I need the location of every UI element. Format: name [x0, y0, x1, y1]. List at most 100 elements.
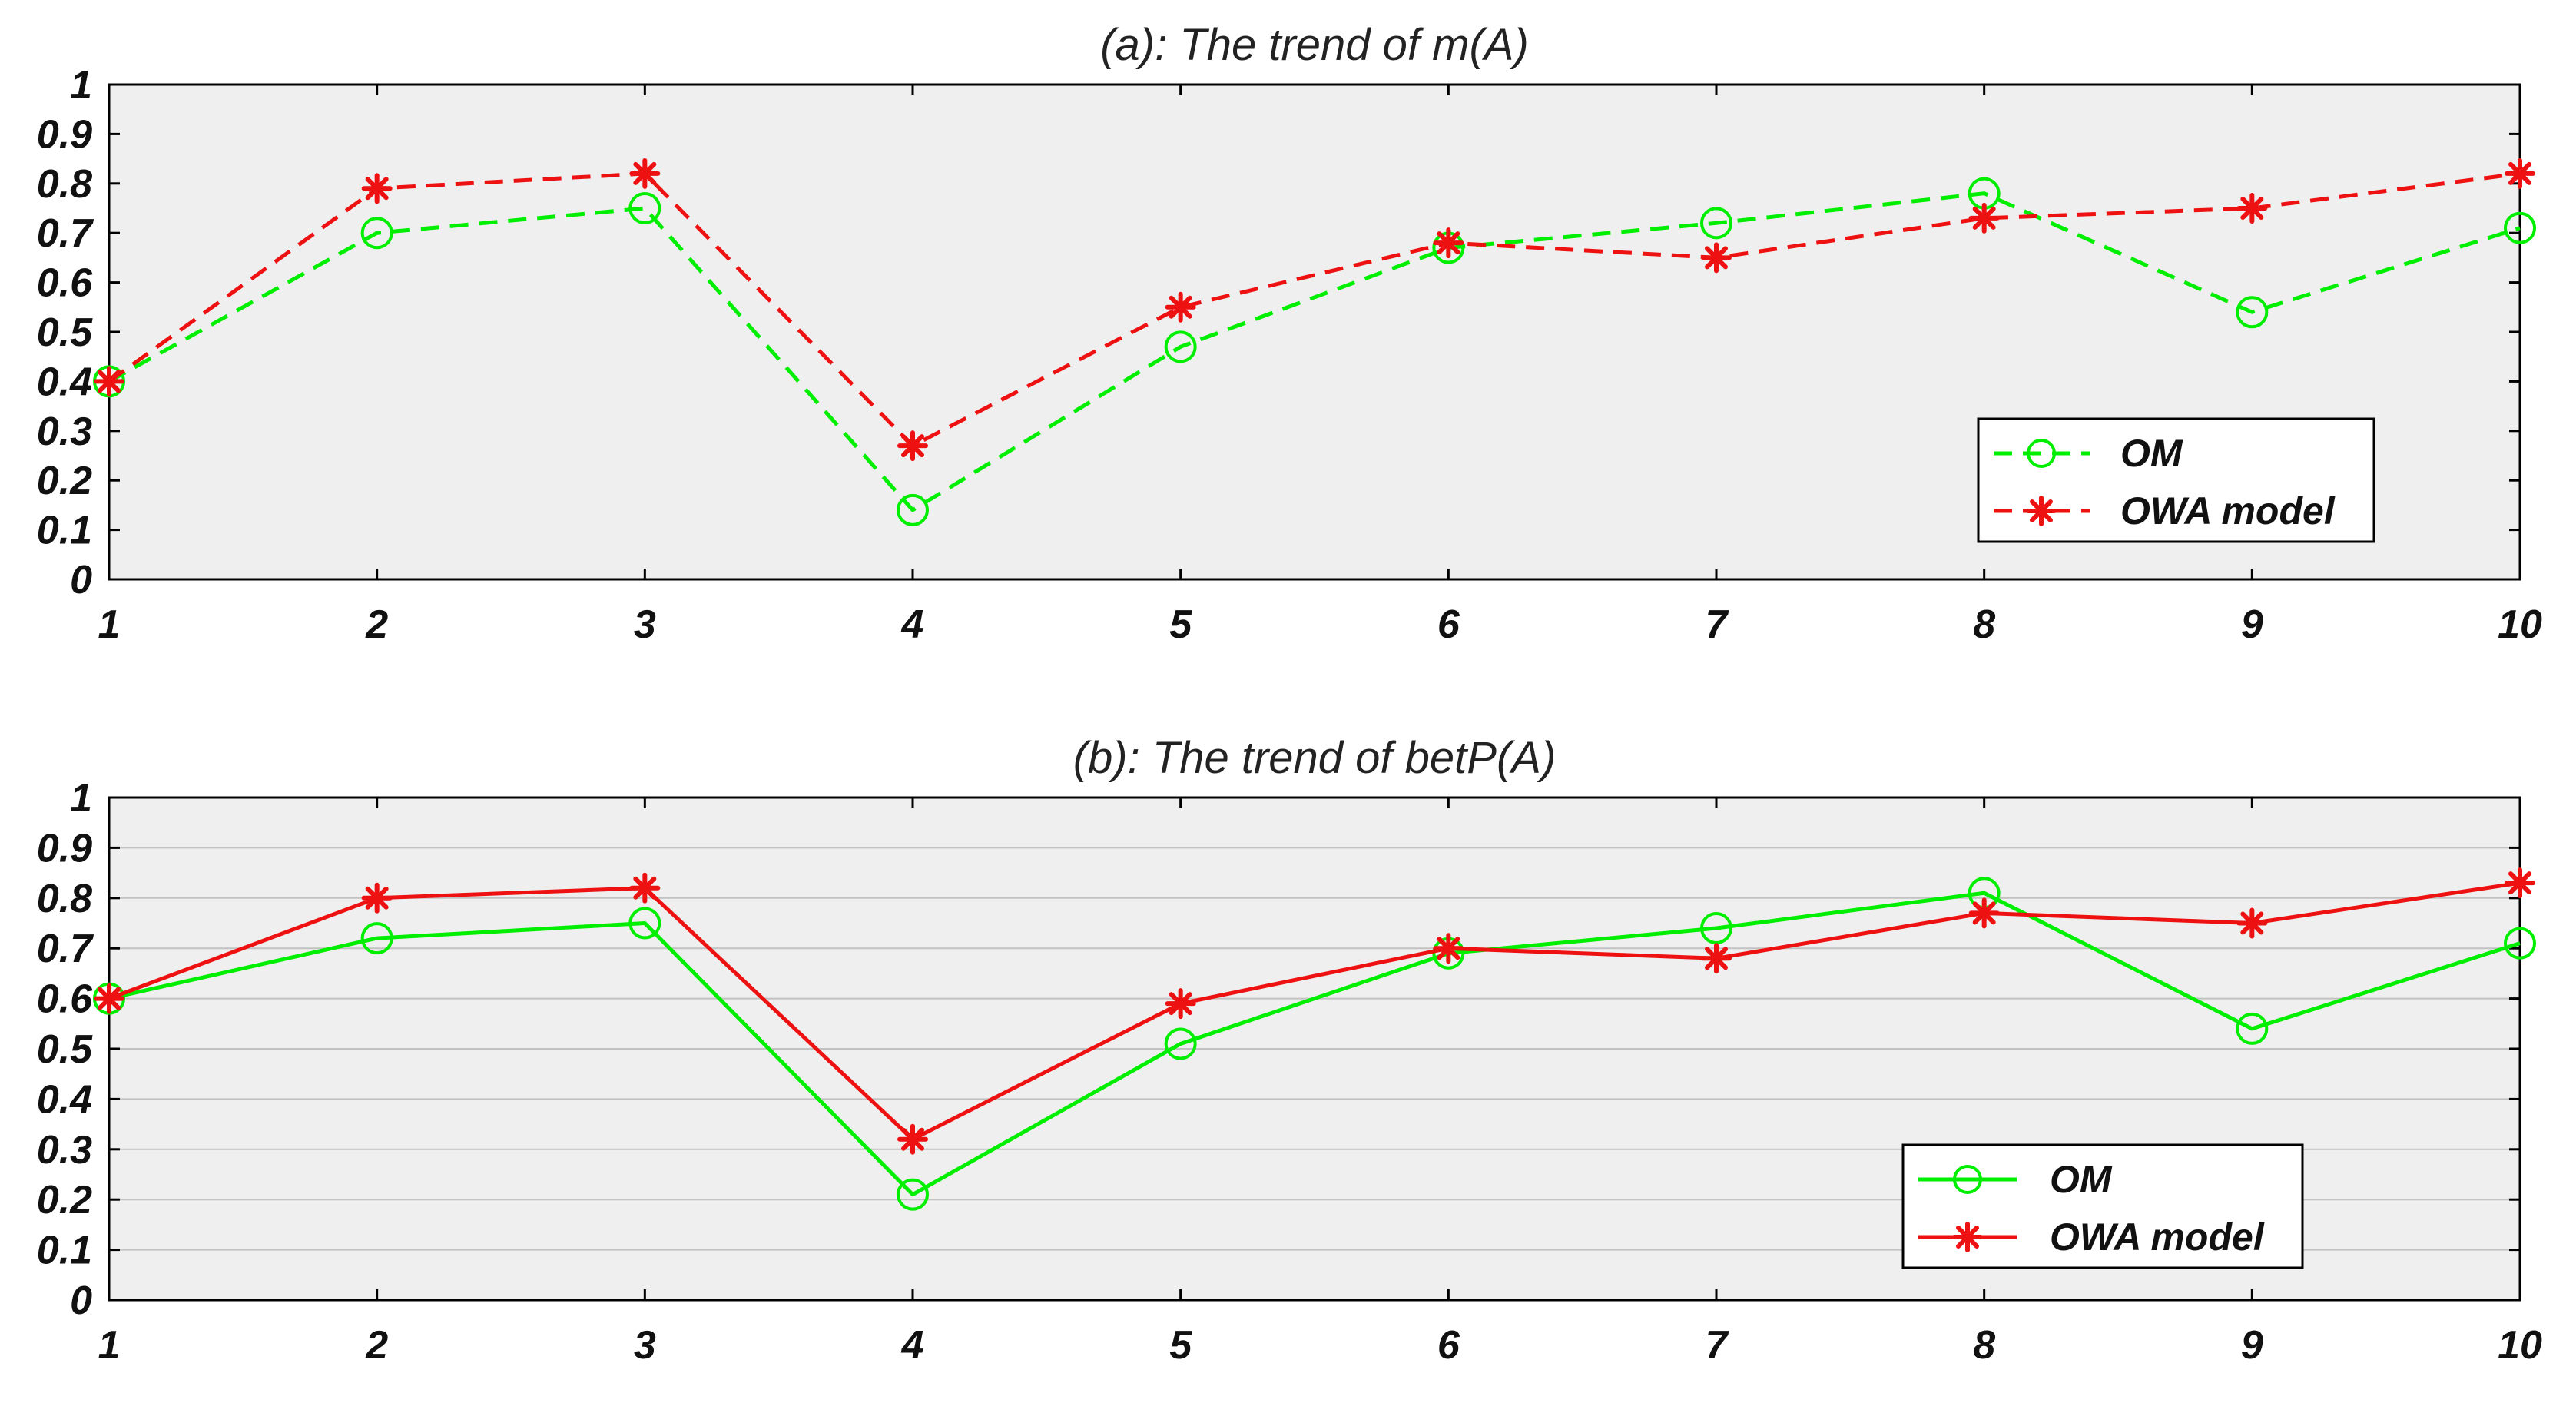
data-point-om [2504, 211, 2536, 244]
data-point-om [2504, 927, 2536, 960]
x-tick-label: 6 [1437, 1323, 1460, 1368]
series-group-a [93, 158, 2536, 526]
data-point-om [897, 1178, 929, 1211]
data-point-owa-model [2236, 907, 2268, 939]
chart-title-b: (b): The trend of betP(A) [1073, 733, 1557, 783]
x-tick-label: 7 [1706, 1323, 1729, 1368]
y-tick-label: 0.1 [37, 509, 92, 553]
legend-label-owa-b: OWA model [2050, 1216, 2265, 1259]
data-point-owa-model [897, 1123, 928, 1155]
x-tick-label: 5 [1169, 602, 1192, 647]
x-tick-label: 1 [98, 1323, 121, 1368]
x-tick-label: 1 [98, 602, 121, 647]
legend-label-om-a: OM [2120, 432, 2183, 475]
series-line-om [108, 891, 2521, 1197]
y-tick-label: 0 [70, 1279, 92, 1323]
data-point-om [2236, 296, 2269, 329]
legend-a: OM OWA model [1977, 417, 2375, 543]
data-point-om [360, 922, 393, 955]
y-tick-label: 0.9 [37, 826, 92, 871]
data-point-om [1164, 330, 1197, 363]
x-tick-label: 9 [2241, 1323, 2263, 1368]
legend-marker-om-a [2027, 439, 2056, 468]
y-tick-label: 0.5 [37, 1027, 93, 1072]
x-tick-label: 3 [634, 1323, 656, 1368]
y-tick-label: 0.3 [37, 410, 92, 454]
y-tick-label: 0.4 [37, 1077, 92, 1122]
y-tick-label: 1 [70, 776, 92, 821]
series-line-owa-model [108, 171, 2521, 448]
y-tick-label: 0.4 [37, 360, 92, 404]
y-tick-label: 0.2 [37, 459, 92, 503]
data-point-owa-model [2505, 867, 2535, 899]
gridlines-b [109, 847, 2520, 1251]
legend-marker-om-b [1953, 1165, 1982, 1194]
data-point-om [360, 217, 393, 250]
data-point-owa-model [629, 872, 661, 904]
x-tick-label: 6 [1437, 602, 1460, 647]
data-point-owa-model [897, 430, 928, 462]
data-point-owa-model [1701, 242, 1732, 274]
chart-title-a: (a): The trend of m(A) [1100, 20, 1529, 70]
data-point-owa-model [94, 983, 124, 1014]
data-point-om [1700, 912, 1732, 945]
series-line-om [108, 191, 2521, 512]
data-point-owa-model [2236, 193, 2268, 224]
data-point-owa-model [1968, 202, 2000, 234]
y-tick-label: 0.8 [37, 162, 92, 207]
x-tick-label: 3 [634, 602, 656, 647]
data-point-owa-model [361, 882, 393, 914]
data-point-owa-model [1433, 933, 1464, 964]
x-tick-label: 2 [365, 1323, 388, 1368]
data-point-om [1164, 1027, 1197, 1060]
x-tick-label: 9 [2241, 602, 2263, 647]
legend-b: OM OWA model [1901, 1143, 2304, 1269]
series-line-owa-model [108, 881, 2521, 1142]
x-tick-label: 4 [901, 602, 924, 647]
legend-label-owa-a: OWA model [2120, 489, 2336, 532]
legend-marker-owa-a [2026, 496, 2057, 526]
y-tick-label: 0.6 [37, 261, 93, 306]
data-point-om [897, 493, 929, 526]
y-tick-label: 1 [70, 63, 92, 108]
x-axis-ticks-a: 1 2 3 4 5 6 7 8 9 10 [98, 85, 2542, 647]
data-point-om [628, 907, 661, 940]
y-tick-label: 0.2 [37, 1178, 92, 1222]
y-axis-ticks-a: 0 0.1 0.2 0.3 0.4 0.50.6 0.70.8 0.91 [37, 63, 2520, 602]
y-tick-label: 0.6 [37, 977, 93, 1022]
x-tick-label: 2 [365, 602, 388, 647]
data-point-owa-model [1165, 988, 1196, 1020]
y-tick-label: 0.5 [37, 310, 93, 355]
y-tick-label: 0.7 [37, 211, 94, 256]
data-point-om [1700, 207, 1732, 240]
data-point-owa-model [1968, 897, 2000, 929]
legend-marker-owa-b [1952, 1222, 1983, 1252]
y-tick-label: 0.3 [37, 1128, 92, 1172]
y-axis-ticks-b: 0 0.1 0.2 0.3 0.4 0.5 0.6 0.7 0.8 0.9 1 [37, 776, 2520, 1323]
data-point-owa-model [1433, 227, 1464, 259]
data-point-owa-model [1701, 943, 1732, 974]
x-tick-label: 5 [1169, 1323, 1192, 1368]
y-tick-label: 0.9 [37, 112, 92, 157]
x-tick-label: 7 [1706, 602, 1729, 647]
x-tick-label: 10 [2498, 602, 2542, 647]
series-group-b [93, 867, 2536, 1211]
y-tick-label: 0.8 [37, 877, 92, 921]
data-point-owa-model [1165, 291, 1196, 323]
data-point-om [2236, 1012, 2269, 1045]
data-point-owa-model [629, 158, 661, 189]
y-tick-label: 0 [70, 558, 92, 602]
x-tick-label: 4 [901, 1323, 924, 1368]
chart-a: (a): The trend of m(A) 00.10.20.30.40.50… [37, 20, 2542, 647]
x-tick-label: 8 [1973, 602, 1995, 647]
chart-b: (b): The trend of betP(A) 00.10.20.30.40… [37, 733, 2542, 1368]
data-point-owa-model [94, 366, 124, 397]
x-tick-label: 8 [1973, 1323, 1995, 1368]
x-axis-ticks-b: 1 2 3 4 5 6 7 8 9 10 [98, 798, 2542, 1368]
data-point-owa-model [361, 173, 393, 204]
legend-label-om-b: OM [2050, 1158, 2113, 1201]
x-tick-label: 10 [2498, 1323, 2542, 1368]
y-tick-label: 0.7 [37, 927, 94, 971]
data-point-om [628, 192, 661, 224]
